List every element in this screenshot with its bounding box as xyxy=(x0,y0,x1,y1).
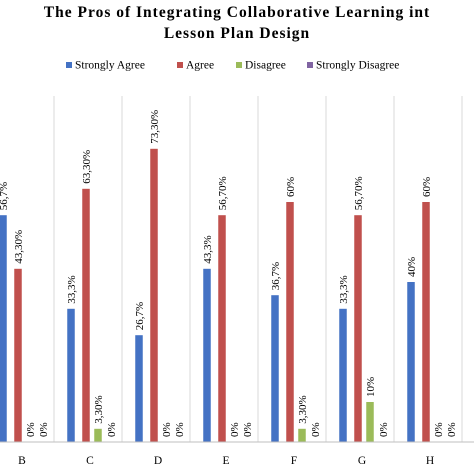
legend-swatch-1 xyxy=(66,62,72,68)
data-label-C-series-2: 63,30% xyxy=(81,150,93,184)
bar-H-series-1 xyxy=(407,282,415,442)
data-label-C-series-4: 0% xyxy=(106,422,118,437)
legend-label-1: Strongly Agree xyxy=(75,60,145,72)
data-label-C-series-1: 33,3% xyxy=(66,275,78,303)
bar-D-series-2 xyxy=(150,148,158,443)
legend-label-3: Disagree xyxy=(245,60,286,72)
bar-B-series-2 xyxy=(14,268,22,442)
category-separators xyxy=(53,96,463,442)
legend-swatch-2 xyxy=(177,62,183,68)
bar-C-series-1 xyxy=(67,308,75,442)
data-label-E-series-2: 56,70% xyxy=(217,176,229,210)
bar-D-series-1 xyxy=(135,335,143,442)
data-label-F-series-4: 0% xyxy=(310,422,322,437)
data-label-F-series-2: 60% xyxy=(285,177,297,197)
data-label-B-series-3: 0% xyxy=(25,422,37,437)
data-labels: 56,7%43,30%0% 0%33,3%63,30%3,30%0%26,7%73… xyxy=(0,110,458,437)
x-tick-labels: B C D E F G H xyxy=(18,455,434,467)
x-tick-label: C xyxy=(86,455,94,467)
data-label-E-series-3: 0% xyxy=(229,422,241,437)
bars xyxy=(0,148,430,443)
data-label-B-series-1: 56,7% xyxy=(0,182,10,210)
legend: Strongly Agree Agree Disagree Strongly Disa… xyxy=(66,60,399,72)
bar-E-series-2 xyxy=(218,215,226,442)
chart-title-line-2: Lesson Plan Design xyxy=(164,25,310,42)
data-label-C-series-3: 3,30% xyxy=(93,395,105,423)
legend-label-2: Agree xyxy=(186,60,214,72)
x-tick-label: B xyxy=(18,455,26,467)
data-label-G-series-1: 33,3% xyxy=(338,275,350,303)
data-label-G-series-4: 0% xyxy=(378,422,390,437)
data-label-E-series-1: 43,3% xyxy=(202,235,214,263)
legend-label-4: Strongly Disagree xyxy=(316,60,399,72)
x-tick-label: F xyxy=(291,455,297,467)
x-tick-label: E xyxy=(222,455,229,467)
data-label-H-series-4: 0% xyxy=(446,422,458,437)
bar-F-series-1 xyxy=(271,295,279,442)
x-tick-label: G xyxy=(358,455,366,467)
data-label-B-series-2: 43,30% xyxy=(13,230,25,264)
data-label-D-series-4: 0% xyxy=(174,422,186,437)
data-label-H-series-1: 40% xyxy=(406,257,418,277)
bar-H-series-2 xyxy=(422,202,430,442)
bar-G-series-2 xyxy=(354,215,362,442)
bar-C-series-3 xyxy=(94,428,102,442)
legend-swatch-3 xyxy=(236,62,242,68)
data-label-D-series-1: 26,7% xyxy=(134,302,146,330)
bar-C-series-2 xyxy=(82,188,90,442)
data-label-H-series-2: 60% xyxy=(421,177,433,197)
legend-swatch-4 xyxy=(307,62,313,68)
bar-F-series-3 xyxy=(298,428,306,442)
data-label-D-series-3: 0% xyxy=(161,422,173,437)
data-label-H-series-3: 0% xyxy=(433,422,445,437)
chart-title-line-1: The Pros of Integrating Collaborative Le… xyxy=(44,4,430,21)
data-label-E-series-4: 0% xyxy=(242,422,254,437)
x-tick-label: H xyxy=(426,455,434,467)
bar-F-series-2 xyxy=(286,202,294,442)
bar-E-series-1 xyxy=(203,268,211,442)
data-label-G-series-3: 10% xyxy=(365,377,377,397)
data-label-F-series-1: 36,7% xyxy=(270,262,282,290)
bar-B-series-1 xyxy=(0,215,7,442)
data-label-F-series-3: 3,30% xyxy=(297,395,309,423)
bar-G-series-1 xyxy=(339,308,347,442)
data-label-B-series-4: 0% xyxy=(38,422,50,437)
data-label-D-series-2: 73,30% xyxy=(149,110,161,144)
data-label-G-series-2: 56,70% xyxy=(353,176,365,210)
bar-G-series-3 xyxy=(366,402,374,442)
x-tick-label: D xyxy=(154,455,162,467)
